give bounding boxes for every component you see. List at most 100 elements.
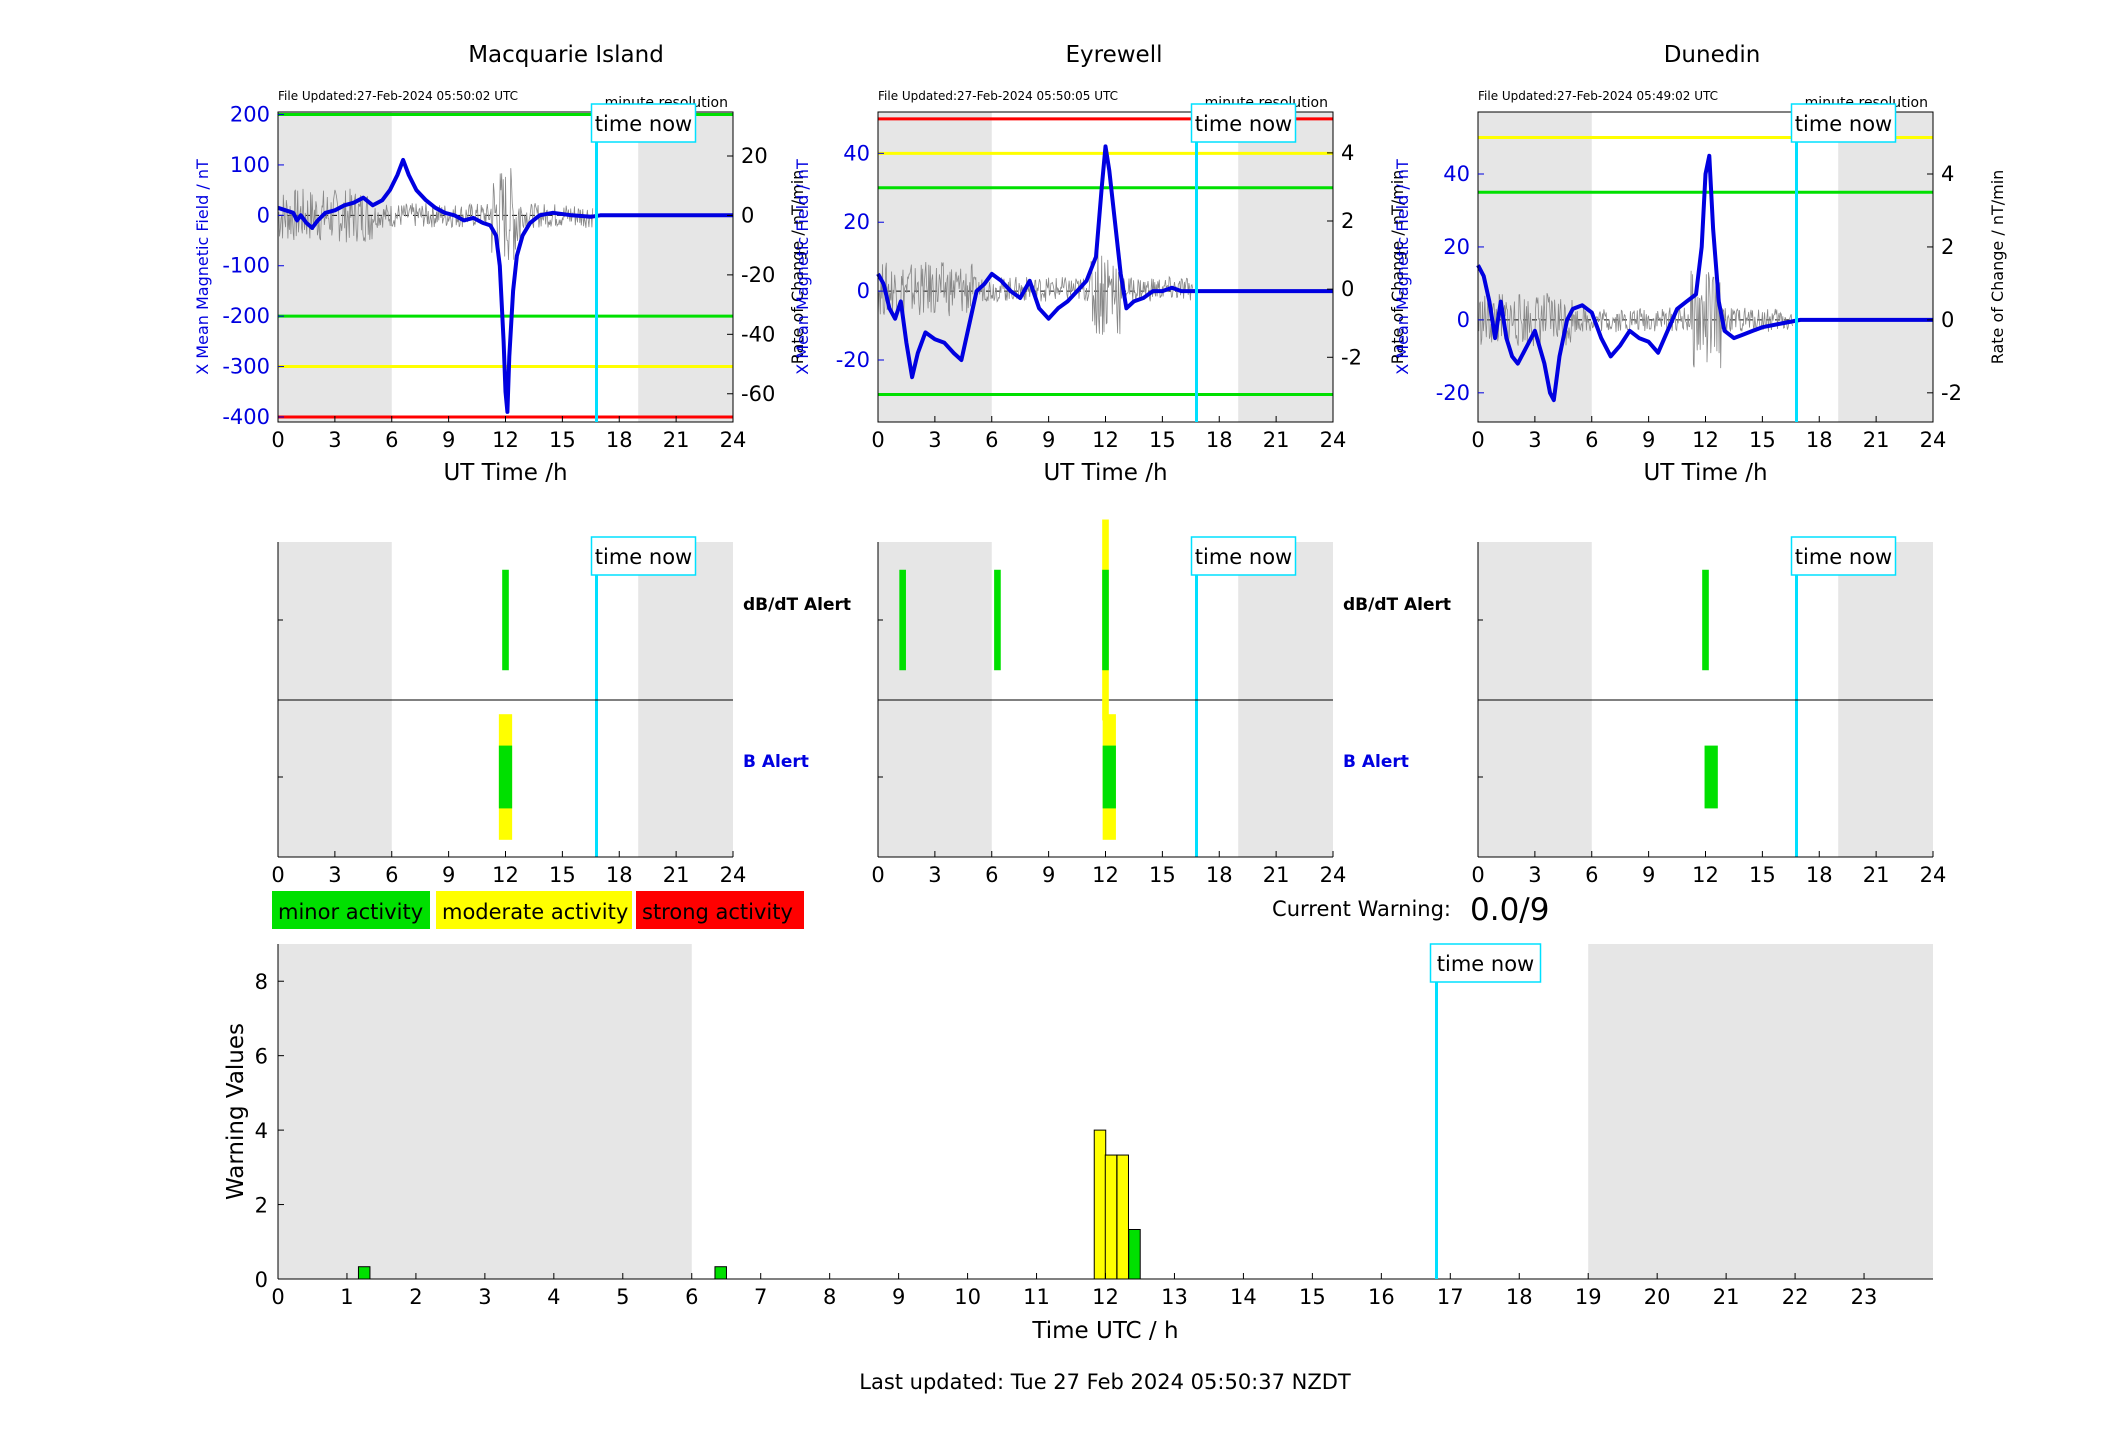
b-alert-bar (498, 745, 513, 809)
x-tick-label: 24 (1920, 428, 1947, 452)
night-shade (278, 944, 692, 1279)
b-alert-bar (1704, 745, 1718, 809)
chart-x-tick-label: 17 (1437, 1285, 1464, 1309)
current-warning-value: 0.0/9 (1470, 892, 1549, 928)
night-shade (1478, 112, 1592, 422)
chart-x-tick-label: 20 (1644, 1285, 1671, 1309)
x-tick-label: 24 (720, 428, 747, 452)
magnetic-field-trace (1476, 153, 1933, 403)
chart-x-tick-label: 9 (892, 1285, 905, 1309)
chart-x-tick-label: 23 (1851, 1285, 1878, 1309)
station-title: Dunedin (1664, 42, 1761, 68)
y2-tick-label: 0 (1341, 277, 1354, 301)
station-panel-0: Macquarie Island-400-300-200-1000100200-… (193, 42, 851, 887)
x-tick-label: 6 (1585, 863, 1598, 887)
dbdt-alert-bar (994, 569, 1001, 671)
legend-label-0: minor activity (278, 900, 423, 924)
x-tick-label: 15 (1749, 863, 1776, 887)
x-tick-label: 0 (871, 428, 884, 452)
x-tick-label: 0 (871, 863, 884, 887)
dbdt-alert-label: dB/dT Alert (743, 595, 851, 615)
chart-x-axis-label: Time UTC / h (1031, 1318, 1178, 1344)
legend-label-1: moderate activity (442, 900, 628, 924)
y-tick-label: 20 (843, 210, 870, 234)
chart-y-axis-label: Warning Values (223, 1023, 249, 1200)
magnetic-field-trace (876, 144, 1333, 380)
b-alert-label: B Alert (743, 752, 809, 772)
x-tick-label: 0 (1471, 428, 1484, 452)
y-axis-label-left: X Mean Magnetic Field / nT (1393, 159, 1412, 375)
chart-x-tick-label: 5 (616, 1285, 629, 1309)
y-axis-label-left: X Mean Magnetic Field / nT (793, 159, 812, 375)
x-tick-label: 12 (1692, 863, 1719, 887)
y-tick-label: 0 (257, 203, 270, 227)
legend-swatch-0 (272, 891, 430, 929)
chart-x-tick-label: 18 (1506, 1285, 1533, 1309)
x-tick-label: 18 (1206, 428, 1233, 452)
x-tick-label: 21 (663, 428, 690, 452)
x-tick-label: 15 (1749, 428, 1776, 452)
b-alert-bar (1102, 745, 1116, 809)
x-tick-label: 24 (1320, 428, 1347, 452)
x-tick-label: 6 (985, 428, 998, 452)
time-now-label: time now (595, 545, 692, 569)
warning-bar (357, 1266, 371, 1280)
x-tick-label: 6 (385, 863, 398, 887)
x-tick-label: 3 (928, 863, 941, 887)
chart-x-tick-label: 15 (1299, 1285, 1326, 1309)
time-now-label: time now (595, 112, 692, 136)
time-now-box (1190, 103, 1297, 143)
x-tick-label: 21 (663, 863, 690, 887)
rate-of-change-trace (1477, 270, 1794, 369)
chart-x-tick-label: 14 (1230, 1285, 1257, 1309)
legend-label-2: strong activity (642, 900, 793, 924)
x-tick-label: 15 (549, 863, 576, 887)
y2-tick-label: 4 (1941, 162, 1954, 186)
chart-x-tick-label: 10 (954, 1285, 981, 1309)
y2-tick-label: 2 (1341, 209, 1354, 233)
file-updated-text: File Updated:27-Feb-2024 05:49:02 UTC (1478, 89, 1718, 103)
x-axis-label: UT Time /h (1043, 460, 1167, 486)
x-tick-label: 18 (606, 428, 633, 452)
time-now-label: time now (1795, 545, 1892, 569)
last-updated-text: Last updated: Tue 27 Feb 2024 05:50:37 N… (859, 1370, 1351, 1394)
y-tick-label: 0 (857, 279, 870, 303)
current-warning-label: Current Warning: (1272, 897, 1451, 921)
y-tick-label: 0 (1457, 308, 1470, 332)
y-tick-label: -400 (222, 405, 270, 429)
chart-x-tick-label: 3 (478, 1285, 491, 1309)
y-tick-label: 100 (230, 153, 270, 177)
legend-swatch-1 (436, 891, 632, 929)
y2-tick-label: 0 (741, 203, 754, 227)
x-tick-label: 15 (1149, 863, 1176, 887)
chart-x-tick-label: 13 (1161, 1285, 1188, 1309)
x-tick-label: 15 (549, 428, 576, 452)
chart-x-tick-label: 16 (1368, 1285, 1395, 1309)
x-tick-label: 18 (1806, 428, 1833, 452)
x-tick-label: 3 (328, 428, 341, 452)
y2-tick-label: -20 (741, 263, 775, 287)
time-now-box (590, 103, 697, 143)
x-tick-label: 0 (271, 428, 284, 452)
chart-x-tick-label: 19 (1575, 1285, 1602, 1309)
y-tick-label: -100 (222, 254, 270, 278)
x-axis-label: UT Time /h (443, 460, 567, 486)
y2-tick-label: 20 (741, 144, 768, 168)
y-tick-label: 40 (1443, 162, 1470, 186)
x-tick-label: 9 (1042, 428, 1055, 452)
x-tick-label: 0 (271, 863, 284, 887)
time-now-box (1790, 103, 1897, 143)
magnetic-field-trace (277, 157, 733, 414)
x-tick-label: 9 (1642, 863, 1655, 887)
x-tick-label: 6 (1585, 428, 1598, 452)
chart-x-tick-label: 2 (409, 1285, 422, 1309)
y-axis-label-right: Rate of Change / nT/min (1388, 170, 1407, 365)
y2-tick-label: -2 (1941, 381, 1962, 405)
night-shade (878, 112, 992, 422)
chart-y-tick-label: 2 (255, 1194, 268, 1218)
x-tick-label: 18 (1806, 863, 1833, 887)
x-tick-label: 18 (1206, 863, 1233, 887)
warning-bar (1116, 1154, 1129, 1280)
